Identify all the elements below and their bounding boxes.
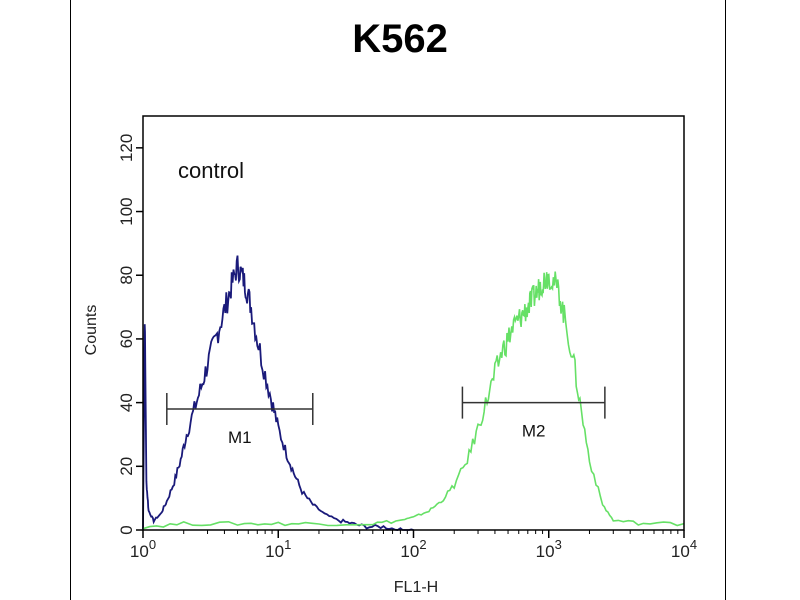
- chart-title: K562: [352, 17, 448, 61]
- y-tick-label: 60: [117, 329, 136, 348]
- y-tick-label: 40: [117, 393, 136, 412]
- y-tick-label: 80: [117, 266, 136, 285]
- x-tick-label: 100: [130, 537, 156, 561]
- x-tick-label: 102: [400, 537, 426, 561]
- y-tick-label: 100: [117, 197, 136, 225]
- figure-frame: [70, 0, 726, 600]
- x-axis-ticks: 100 101 102 103 104: [130, 530, 697, 561]
- gates-layer: M1 M2: [166, 386, 606, 447]
- y-tick-label: 0: [117, 525, 136, 534]
- x-tick-label: 103: [536, 537, 562, 561]
- plot-area-border: [142, 115, 685, 531]
- x-axis-label: FL1-H: [394, 579, 438, 596]
- gate-label-m1: M1: [228, 428, 252, 447]
- series-line-1: [142, 255, 414, 531]
- y-tick-label: 20: [117, 457, 136, 476]
- series-layer: [142, 255, 685, 531]
- gate-label-m2: M2: [522, 422, 546, 441]
- y-axis-ticks: 0 20 40 60 80 100 120: [117, 134, 143, 535]
- control-annotation: control: [178, 158, 244, 183]
- x-tick-label: 101: [265, 537, 291, 561]
- series-line-2: [142, 271, 685, 530]
- y-axis-label: Counts: [83, 305, 100, 356]
- x-tick-label: 104: [671, 537, 697, 561]
- y-tick-label: 120: [117, 134, 136, 162]
